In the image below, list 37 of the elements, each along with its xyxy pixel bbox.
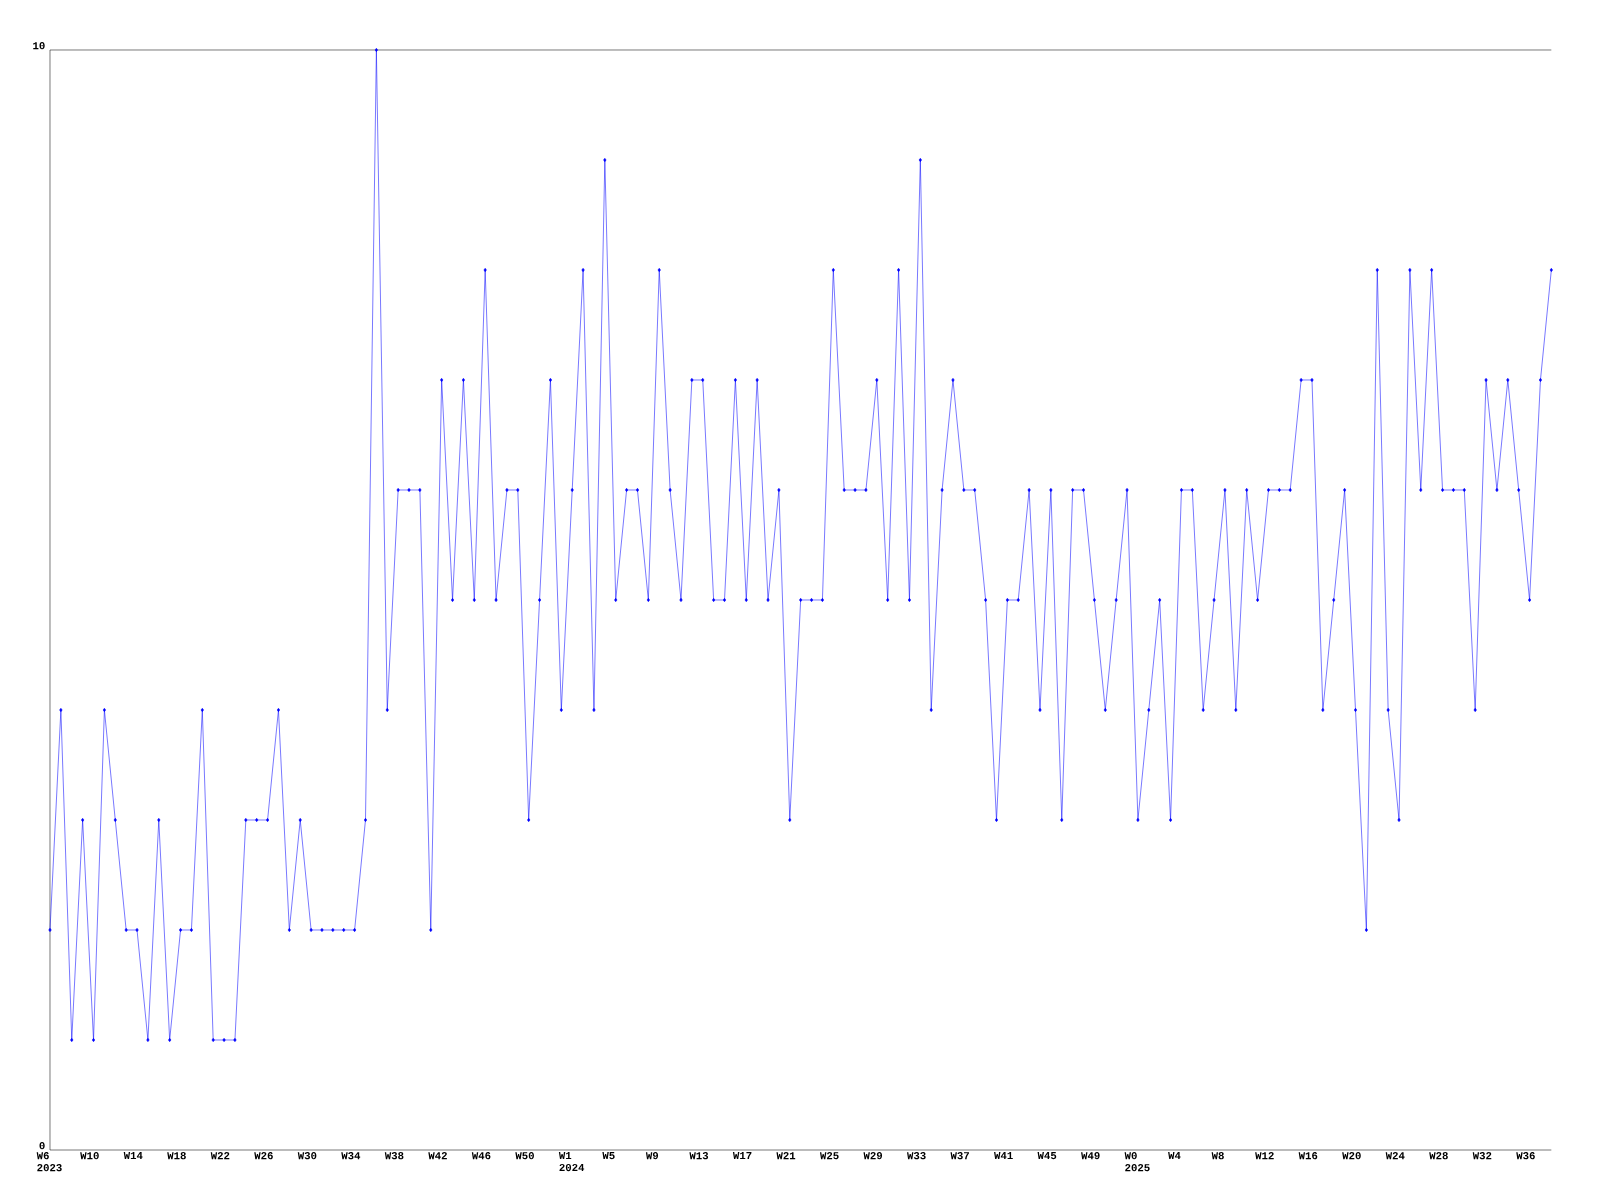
x-tick-label: W0 2025 — [1124, 1152, 1150, 1172]
x-tick-label: W41 — [994, 1152, 1013, 1160]
x-tick-label: W50 — [515, 1152, 534, 1160]
x-tick-label: W4 — [1168, 1152, 1181, 1160]
y-tick-label: 0 — [39, 1142, 45, 1150]
x-tick-label: W33 — [907, 1152, 926, 1160]
x-tick-label: W36 — [1516, 1152, 1535, 1160]
x-tick-label: W38 — [384, 1152, 404, 1160]
x-tick-label: W32 — [1472, 1152, 1492, 1160]
x-tick-label: W10 — [80, 1152, 99, 1160]
x-tick-label: W25 — [819, 1152, 839, 1160]
x-tick-label: W46 — [471, 1152, 491, 1160]
x-tick-label: W29 — [863, 1152, 883, 1160]
x-tick-label: W24 — [1385, 1152, 1405, 1160]
x-tick-label: W16 — [1298, 1152, 1318, 1160]
x-tick-label: W45 — [1037, 1152, 1057, 1160]
x-tick-label: W28 — [1429, 1152, 1448, 1160]
x-tick-label: W22 — [210, 1152, 230, 1160]
x-tick-label: W26 — [254, 1152, 273, 1160]
x-tick-label: W49 — [1081, 1152, 1100, 1160]
x-tick-label: W13 — [689, 1152, 709, 1160]
x-tick-label: W14 — [123, 1152, 143, 1160]
x-tick-label: W1 2024 — [558, 1152, 585, 1172]
x-tick-label: W37 — [950, 1152, 970, 1160]
x-tick-label: W21 — [776, 1152, 796, 1160]
x-tick-label: W34 — [341, 1152, 361, 1160]
x-tick-label: W6 2023 — [36, 1152, 62, 1172]
x-tick-label: W20 — [1342, 1152, 1361, 1160]
x-tick-label: W30 — [297, 1152, 317, 1160]
x-tick-label: W17 — [732, 1152, 752, 1160]
x-tick-label: W12 — [1255, 1152, 1274, 1160]
x-tick-label: W9 — [645, 1152, 659, 1160]
x-tick-label: W5 — [602, 1152, 615, 1160]
y-tick-label: 10 — [33, 42, 45, 50]
x-tick-label: W42 — [428, 1152, 447, 1160]
x-tick-label: W18 — [167, 1152, 186, 1160]
x-tick-label: W8 — [1211, 1152, 1224, 1160]
